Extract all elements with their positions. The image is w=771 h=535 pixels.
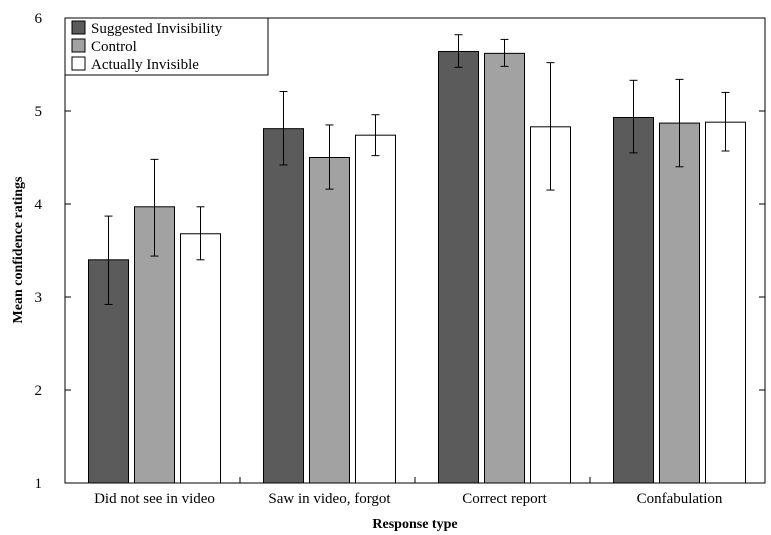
y-tick-label: 2 <box>35 383 43 399</box>
legend: Suggested Invisibility Control Actually In… <box>64 17 269 76</box>
y-axis-title: Mean confidence ratings <box>11 176 26 324</box>
x-tick-label: Did not see in video <box>94 491 215 507</box>
y-tick-label: 3 <box>35 290 43 306</box>
y-tick-label: 5 <box>35 104 43 120</box>
x-axis-title: Response type <box>372 517 457 532</box>
x-tick-label: Correct report <box>462 491 547 507</box>
y-tick-label: 6 <box>35 11 43 27</box>
legend-label-1: Suggested Invisibility <box>91 21 223 37</box>
y-axis: 1 2 3 4 5 6 <box>35 11 765 492</box>
legend-label-2: Control <box>91 39 137 55</box>
bar-3-2 <box>355 134 396 484</box>
x-tick-label: Confabulation <box>637 491 723 507</box>
bar-2-4 <box>659 122 700 484</box>
x-axis: Did not see in video Saw in video, forgot… <box>94 477 723 507</box>
legend-swatch-1 <box>71 20 86 35</box>
bar-3-1 <box>180 233 221 484</box>
y-tick-label: 1 <box>35 476 43 492</box>
error-bars-layer <box>104 34 730 305</box>
bar-1-3 <box>438 50 479 484</box>
bars-layer <box>88 50 746 484</box>
y-tick-label: 4 <box>35 197 43 213</box>
bar-2-3 <box>484 52 525 484</box>
bar-1-4 <box>613 117 654 484</box>
legend-swatch-2 <box>71 38 86 53</box>
legend-box <box>64 17 269 76</box>
legend-label-3: Actually Invisible <box>91 57 199 73</box>
legend-swatch-3 <box>71 56 86 71</box>
bar-3-4 <box>705 121 746 484</box>
bar-1-2 <box>263 128 304 484</box>
x-tick-label: Saw in video, forgot <box>268 491 391 507</box>
bar-2-2 <box>309 157 350 484</box>
